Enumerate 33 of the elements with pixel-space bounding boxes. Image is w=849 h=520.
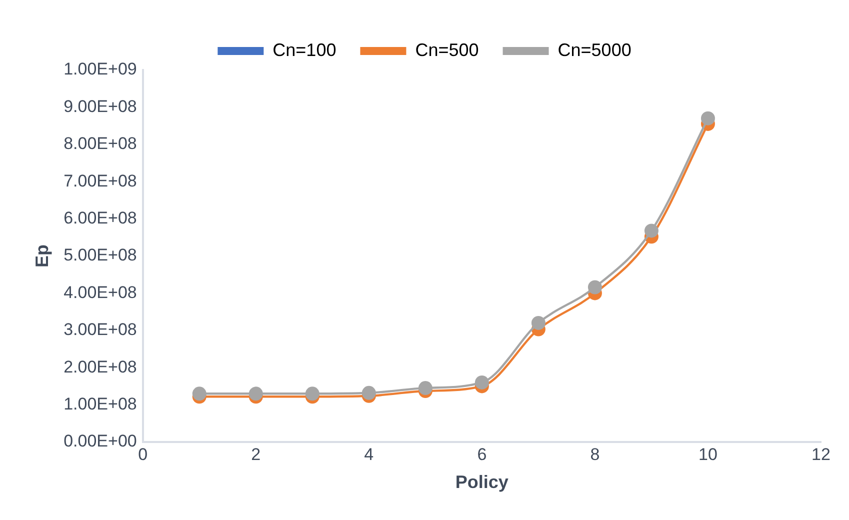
y-tick-label: 3.00E+08 <box>64 320 137 340</box>
point <box>644 224 658 238</box>
point <box>418 381 432 396</box>
point <box>474 375 489 390</box>
point <box>700 111 715 126</box>
x-tick-label: 0 <box>138 444 148 464</box>
point <box>531 316 546 330</box>
x-tick-label: 10 <box>698 444 718 464</box>
y-tick-label: 4.00E+08 <box>64 282 137 302</box>
point <box>305 386 320 401</box>
y-tick-label: 1.00E+09 <box>64 60 137 79</box>
y-tick-label: 2.00E+08 <box>64 357 137 376</box>
legend-label: Cn=5000 <box>558 40 632 60</box>
x-tick-label: 6 <box>477 444 487 464</box>
y-tick-label: 8.00E+08 <box>64 134 137 154</box>
point <box>192 386 206 401</box>
legend-label: Cn=100 <box>272 40 336 60</box>
y-tick-label: 9.00E+08 <box>64 96 137 116</box>
point <box>248 386 263 401</box>
x-tick-label: 4 <box>364 444 374 464</box>
y-tick-label: 0.00E+00 <box>64 432 137 451</box>
x-axis-title: Policy <box>455 472 508 492</box>
y-tick-label: 7.00E+08 <box>64 171 137 190</box>
y-tick-label: 1.00E+08 <box>64 394 137 414</box>
x-tick-label: 8 <box>590 444 600 464</box>
y-axis-title: Ep <box>32 244 52 268</box>
y-tick-label: 6.00E+08 <box>64 208 137 228</box>
point <box>362 386 376 400</box>
x-tick-label: 12 <box>812 444 830 464</box>
x-tick-label: 2 <box>251 444 261 464</box>
legend-label: Cn=500 <box>415 40 479 60</box>
point <box>588 280 602 294</box>
y-tick-label: 5.00E+08 <box>64 246 137 265</box>
